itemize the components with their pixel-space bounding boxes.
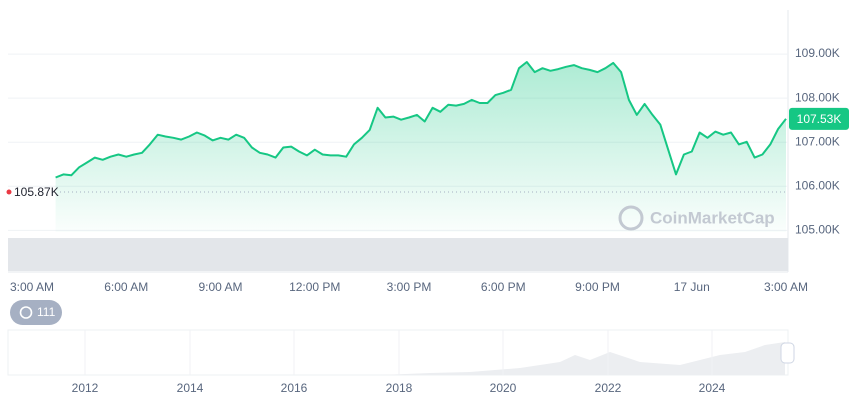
x-tick-label: 12:00 PM (289, 280, 340, 294)
price-tag-text: 107.53K (797, 112, 842, 126)
reference-dot (6, 189, 12, 195)
x-tick-label: 3:00 AM (764, 280, 808, 294)
badge-text: 111 (37, 305, 56, 319)
navigator-handle[interactable] (780, 342, 795, 364)
x-tick-label: 3:00 AM (10, 280, 54, 294)
y-tick-label: 106.00K (795, 178, 840, 192)
reference-label: 105.87K (14, 185, 59, 199)
x-tick-label: 6:00 PM (481, 280, 526, 294)
price-line (55, 61, 787, 179)
x-tick-label: 17 Jun (674, 280, 710, 294)
x-tick-label: 9:00 PM (575, 280, 620, 294)
navigator-year: 2016 (281, 381, 308, 395)
navigator-year: 2024 (699, 381, 726, 395)
navigator-year: 2022 (595, 381, 622, 395)
navigator-year: 2012 (72, 381, 99, 395)
watermark-text: CoinMarketCap (650, 208, 775, 227)
navigator-area (380, 342, 785, 375)
watermark: CoinMarketCap (618, 205, 775, 231)
price-tag (789, 107, 849, 130)
volume-bars (8, 238, 788, 271)
navigator-year: 2020 (490, 381, 517, 395)
badge-bg (10, 300, 62, 325)
y-tick-label: 107.00K (795, 134, 840, 148)
x-tick-label: 6:00 AM (104, 280, 148, 294)
navigator-year: 2014 (177, 381, 204, 395)
history-badge[interactable]: 111 (10, 300, 62, 325)
x-tick-label: 3:00 PM (387, 280, 432, 294)
x-tick-label: 9:00 AM (198, 280, 242, 294)
line-area (55, 62, 786, 232)
navigator-year: 2018 (386, 381, 413, 395)
y-tick-label: 108.00K (795, 90, 840, 104)
y-tick-label: 105.00K (795, 223, 840, 237)
y-tick-label: 109.00K (795, 46, 840, 60)
